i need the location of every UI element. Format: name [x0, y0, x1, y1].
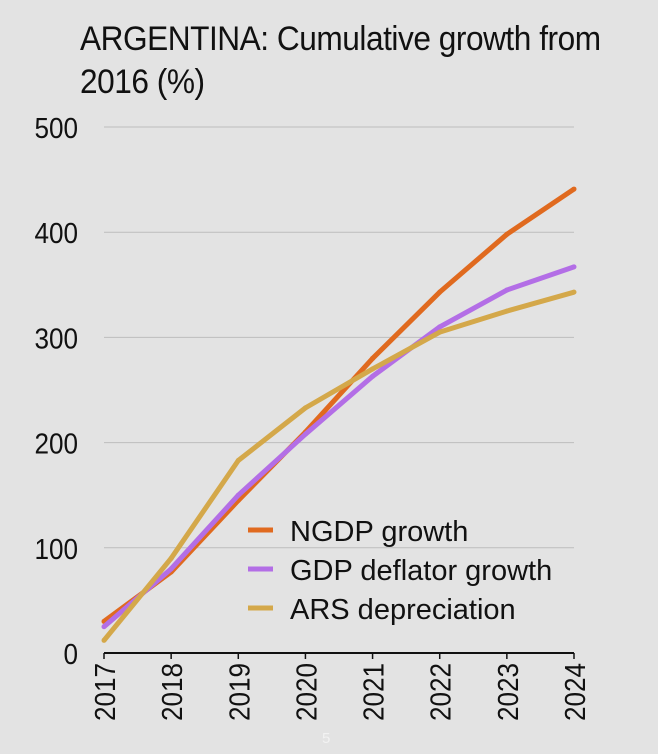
y-tick-label-400: 400 — [34, 217, 78, 250]
grid-layer — [104, 126, 574, 549]
data-point-ngdp-growth-2023 — [504, 231, 510, 237]
legend: NGDP growth GDP deflator growth ARS deprec… — [248, 516, 552, 626]
legend-label-gdp-deflator-growth: GDP deflator growth — [290, 555, 552, 587]
data-point-ars-depreciation-2023 — [504, 308, 510, 314]
data-point-ngdp-growth-2024 — [571, 186, 577, 192]
data-point-ars-depreciation-2017 — [101, 637, 107, 643]
chart-title-line-2: 2016 (%) — [80, 63, 205, 101]
data-point-gdp-deflator-growth-2021 — [370, 373, 376, 379]
data-point-gdp-deflator-growth-2024 — [571, 264, 577, 270]
data-point-gdp-deflator-growth-2018 — [168, 566, 174, 572]
data-point-ars-depreciation-2019 — [235, 457, 241, 463]
data-point-gdp-deflator-growth-2017 — [101, 624, 107, 630]
chart-title: ARGENTINA: Cumulative growth from 2016 (… — [80, 18, 601, 104]
x-tick-label-2024: 2024 — [559, 663, 592, 721]
x-tick-label-2022: 2022 — [424, 663, 457, 721]
data-point-ars-depreciation-2021 — [370, 366, 376, 372]
y-tick-label-200: 200 — [34, 427, 78, 460]
chart-title-line-1: ARGENTINA: Cumulative growth from — [80, 20, 601, 58]
y-tick-label-100: 100 — [34, 533, 78, 566]
data-point-ars-depreciation-2022 — [437, 329, 443, 335]
series-layer — [101, 186, 577, 643]
data-point-ars-depreciation-2018 — [168, 555, 174, 561]
legend-label-ars-depreciation: ARS depreciation — [290, 594, 516, 626]
data-point-ars-depreciation-2024 — [571, 289, 577, 295]
data-point-ars-depreciation-2020 — [302, 405, 308, 411]
data-point-ngdp-growth-2022 — [437, 289, 443, 295]
legend-label-ngdp-growth: NGDP growth — [290, 516, 468, 548]
series-line-ars-depreciation — [102, 289, 575, 642]
x-tick-label-2021: 2021 — [357, 663, 390, 721]
y-tick-label-300: 300 — [34, 322, 78, 355]
axis-layer: 0 100 200 300 400 500 2017 2018 2019 2020 2021 2022… — [34, 112, 591, 721]
data-point-gdp-deflator-growth-2020 — [302, 431, 308, 437]
data-point-gdp-deflator-growth-2023 — [504, 287, 510, 293]
series-line-gdp-deflator-growth — [102, 264, 575, 629]
x-tick-label-2019: 2019 — [223, 663, 256, 721]
data-point-gdp-deflator-growth-2019 — [235, 492, 241, 498]
data-point-gdp-deflator-growth-2022 — [437, 324, 443, 330]
y-tick-label-0: 0 — [63, 638, 78, 671]
x-tick-label-2018: 2018 — [156, 663, 189, 721]
x-tick-label-2017: 2017 — [89, 663, 122, 721]
page-number: 5 — [322, 730, 331, 747]
y-tick-label-500: 500 — [34, 112, 78, 145]
x-tick-label-2020: 2020 — [290, 663, 323, 721]
x-tick-label-2023: 2023 — [492, 663, 525, 721]
data-point-ngdp-growth-2021 — [370, 355, 376, 361]
